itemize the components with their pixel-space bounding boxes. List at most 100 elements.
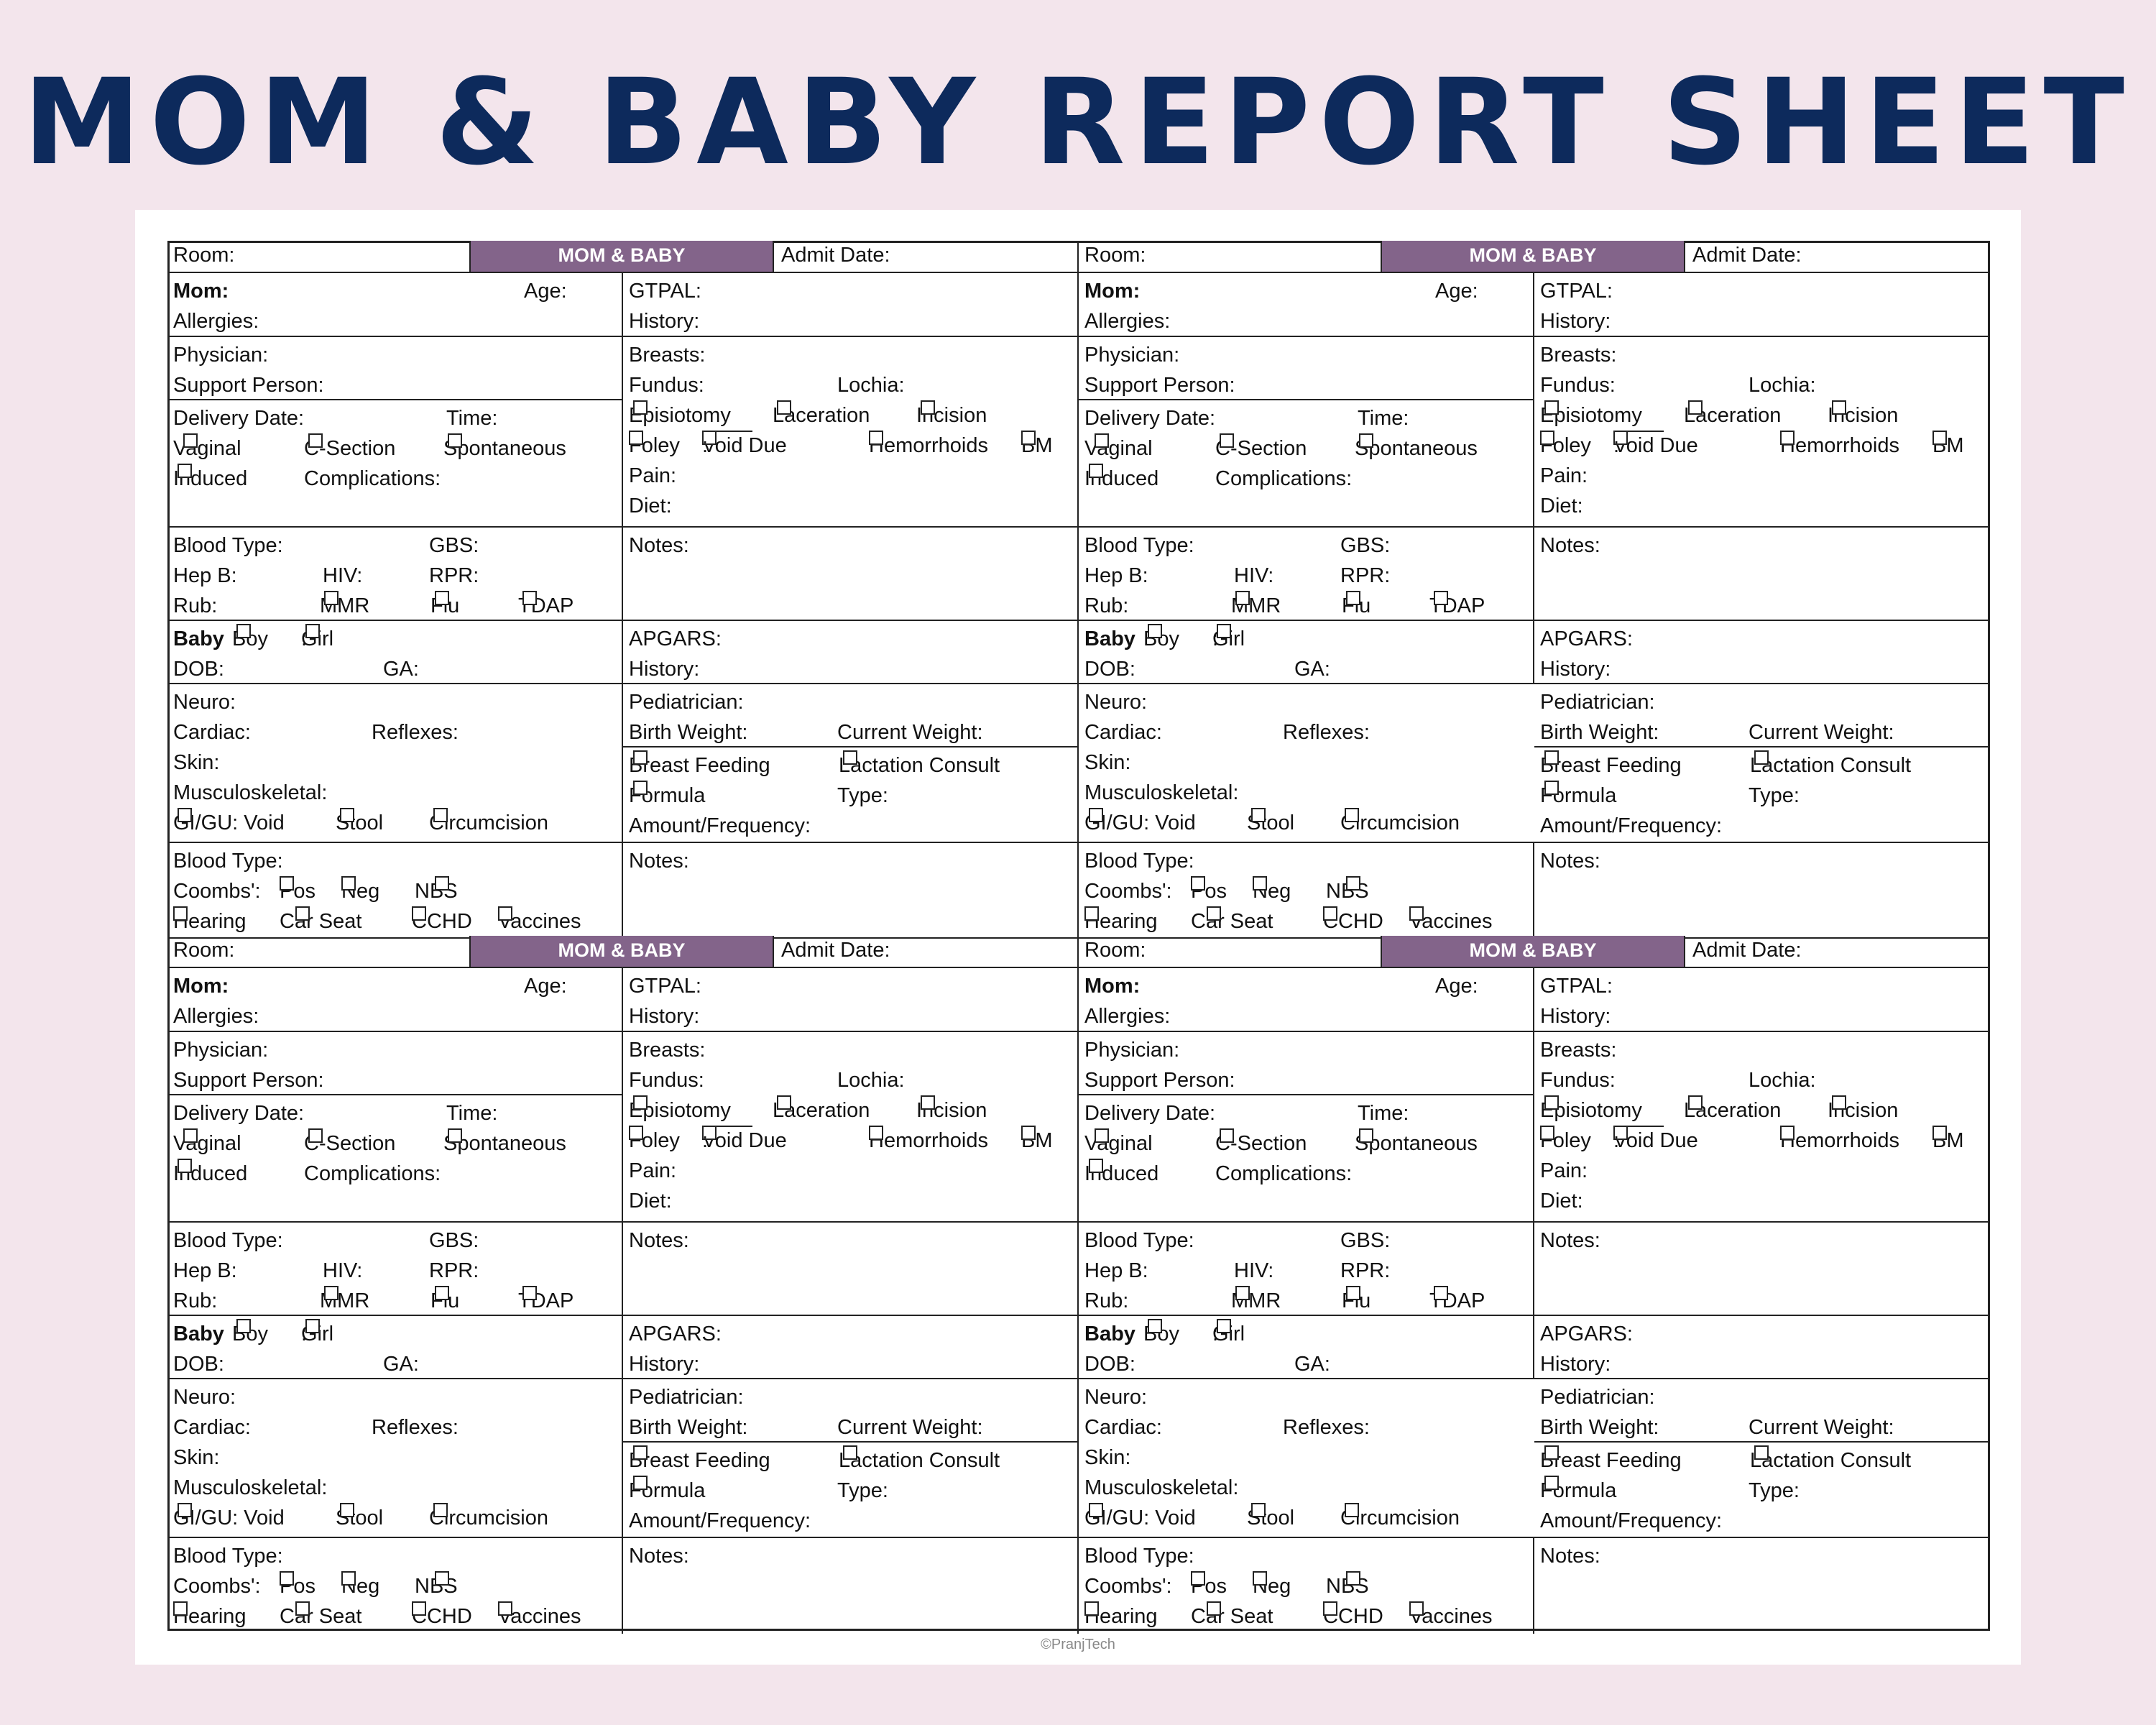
foley-checkbox[interactable] [629,1126,643,1140]
boy-checkbox[interactable] [236,624,251,638]
vaginal-checkbox[interactable] [1095,433,1109,448]
laceration-checkbox[interactable] [777,1095,791,1110]
hearing-checkbox[interactable] [173,906,188,921]
foley-checkbox[interactable] [1540,431,1554,445]
neg-checkbox[interactable] [341,1571,356,1586]
physician-cell[interactable]: Physician: Support Person: [167,337,623,400]
tdap-checkbox[interactable] [522,1286,537,1300]
hemorrhoids-checkbox[interactable] [1780,431,1795,445]
room-field[interactable]: Room: [167,241,471,272]
lactation-consult-checkbox[interactable] [843,750,857,765]
room-field[interactable]: Room: [167,936,471,967]
spontaneous-checkbox[interactable] [448,433,462,448]
induced-checkbox[interactable] [178,1159,192,1173]
girl-checkbox[interactable] [1217,1319,1231,1333]
mmr-checkbox[interactable] [1235,591,1250,605]
tdap-checkbox[interactable] [1434,1286,1448,1300]
induced-checkbox[interactable] [1089,464,1103,478]
flu-checkbox[interactable] [435,1286,449,1300]
void-checkbox[interactable] [178,1503,192,1517]
girl-checkbox[interactable] [305,1319,320,1333]
nbs-checkbox[interactable] [435,1571,449,1586]
mom-labs-cell[interactable]: Blood Type: GBS: Hep B: HIV: RPR: Rub: MMR … [1079,1223,1534,1316]
nbs-checkbox[interactable] [435,876,449,891]
feeding-cell[interactable]: Breast Feeding Lactation Consult Formula… [1534,748,1990,843]
nbs-checkbox[interactable] [1346,1571,1360,1586]
episiotomy-checkbox[interactable] [1544,1095,1559,1110]
foley-checkbox[interactable] [1540,1126,1554,1140]
spontaneous-checkbox[interactable] [1359,1128,1373,1143]
induced-checkbox[interactable] [1089,1159,1103,1173]
boy-checkbox[interactable] [1148,624,1162,638]
hemorrhoids-checkbox[interactable] [869,431,883,445]
hemorrhoids-checkbox[interactable] [1780,1126,1795,1140]
mom-info-cell[interactable]: Mom: Age: Allergies: [167,968,623,1032]
mmr-checkbox[interactable] [324,591,338,605]
stool-checkbox[interactable] [1251,808,1266,822]
breast-feeding-checkbox[interactable] [1544,750,1559,765]
baby-notes-cell[interactable]: Notes: [623,843,1079,939]
void-due-line[interactable] [706,1126,752,1127]
stool-checkbox[interactable] [1251,1503,1266,1517]
physician-cell[interactable]: Physician: Support Person: [167,1032,623,1095]
girl-checkbox[interactable] [1217,624,1231,638]
hearing-checkbox[interactable] [173,1601,188,1616]
neg-checkbox[interactable] [1253,1571,1267,1586]
apgars-cell[interactable]: APGARS: History: [623,621,1079,684]
formula-checkbox[interactable] [1544,1476,1559,1490]
mmr-checkbox[interactable] [1235,1286,1250,1300]
mom-info-cell[interactable]: Mom: Age: Allergies: [1079,273,1534,337]
admit-date-field[interactable]: Admit Date: [1692,244,1802,267]
gtpal-cell[interactable]: GTPAL: History: [623,968,1079,1032]
void-due-line[interactable] [706,431,752,432]
breast-feeding-checkbox[interactable] [633,1445,648,1460]
neg-checkbox[interactable] [1253,876,1267,891]
csection-checkbox[interactable] [1220,433,1234,448]
mom-labs-cell[interactable]: Blood Type: GBS: Hep B: HIV: RPR: Rub: MMR … [1079,528,1534,621]
room-field[interactable]: Room: [1079,241,1382,272]
boy-checkbox[interactable] [1148,1319,1162,1333]
mom-notes-cell[interactable]: Notes: [623,1223,1079,1316]
pediatrician-cell[interactable]: Pediatrician: Birth Weight: Current Weigh… [623,684,1079,748]
laceration-checkbox[interactable] [1688,1095,1703,1110]
mom-notes-cell[interactable]: Notes: [1534,528,1990,621]
incision-checkbox[interactable] [921,1095,935,1110]
vaccines-checkbox[interactable] [498,1601,512,1616]
vaginal-checkbox[interactable] [1095,1128,1109,1143]
laceration-checkbox[interactable] [777,400,791,415]
incision-checkbox[interactable] [1832,400,1846,415]
bm-checkbox[interactable] [1932,1126,1947,1140]
baby-notes-cell[interactable]: Notes: [623,1538,1079,1634]
csection-checkbox[interactable] [308,1128,323,1143]
admit-date-field[interactable]: Admit Date: [781,939,890,962]
delivery-cell[interactable]: Delivery Date: Time: Vaginal C-Section Sp… [167,1095,623,1223]
lactation-consult-checkbox[interactable] [1754,750,1769,765]
hearing-checkbox[interactable] [1084,906,1099,921]
mom-info-cell[interactable]: Mom: Age: Allergies: [167,273,623,337]
circumcision-checkbox[interactable] [1345,1503,1359,1517]
vaccines-checkbox[interactable] [498,906,512,921]
pos-checkbox[interactable] [1191,876,1205,891]
postpartum-assessment-cell[interactable]: Breasts: Fundus: Lochia: Episiotomy Lacer… [1534,337,1990,528]
episiotomy-checkbox[interactable] [1544,400,1559,415]
laceration-checkbox[interactable] [1688,400,1703,415]
baby-info-cell[interactable]: Baby Boy Girl: DOB: GA: [167,621,623,684]
void-due-line[interactable] [1618,431,1664,432]
breast-feeding-checkbox[interactable] [633,750,648,765]
car-seat-checkbox[interactable] [295,906,310,921]
incision-checkbox[interactable] [921,400,935,415]
baby-info-cell[interactable]: Baby Boy Girl: DOB: GA: [1079,1316,1534,1379]
girl-checkbox[interactable] [305,624,320,638]
admit-date-field[interactable]: Admit Date: [781,244,890,267]
incision-checkbox[interactable] [1832,1095,1846,1110]
delivery-cell[interactable]: Delivery Date: Time: Vaginal C-Section Sp… [167,400,623,528]
baby-screening-cell[interactable]: Blood Type: Coombs': Pos Neg NBS Hearing… [167,843,623,939]
lactation-consult-checkbox[interactable] [843,1445,857,1460]
pos-checkbox[interactable] [1191,1571,1205,1586]
spontaneous-checkbox[interactable] [448,1128,462,1143]
mom-labs-cell[interactable]: Blood Type: GBS: Hep B: HIV: RPR: Rub: MMR … [167,1223,623,1316]
feeding-cell[interactable]: Breast Feeding Lactation Consult Formula… [1534,1443,1990,1538]
mom-labs-cell[interactable]: Blood Type: GBS: Hep B: HIV: RPR: Rub: MMR … [167,528,623,621]
boy-checkbox[interactable] [236,1319,251,1333]
feeding-cell[interactable]: Breast Feeding Lactation Consult Formula… [623,748,1079,843]
